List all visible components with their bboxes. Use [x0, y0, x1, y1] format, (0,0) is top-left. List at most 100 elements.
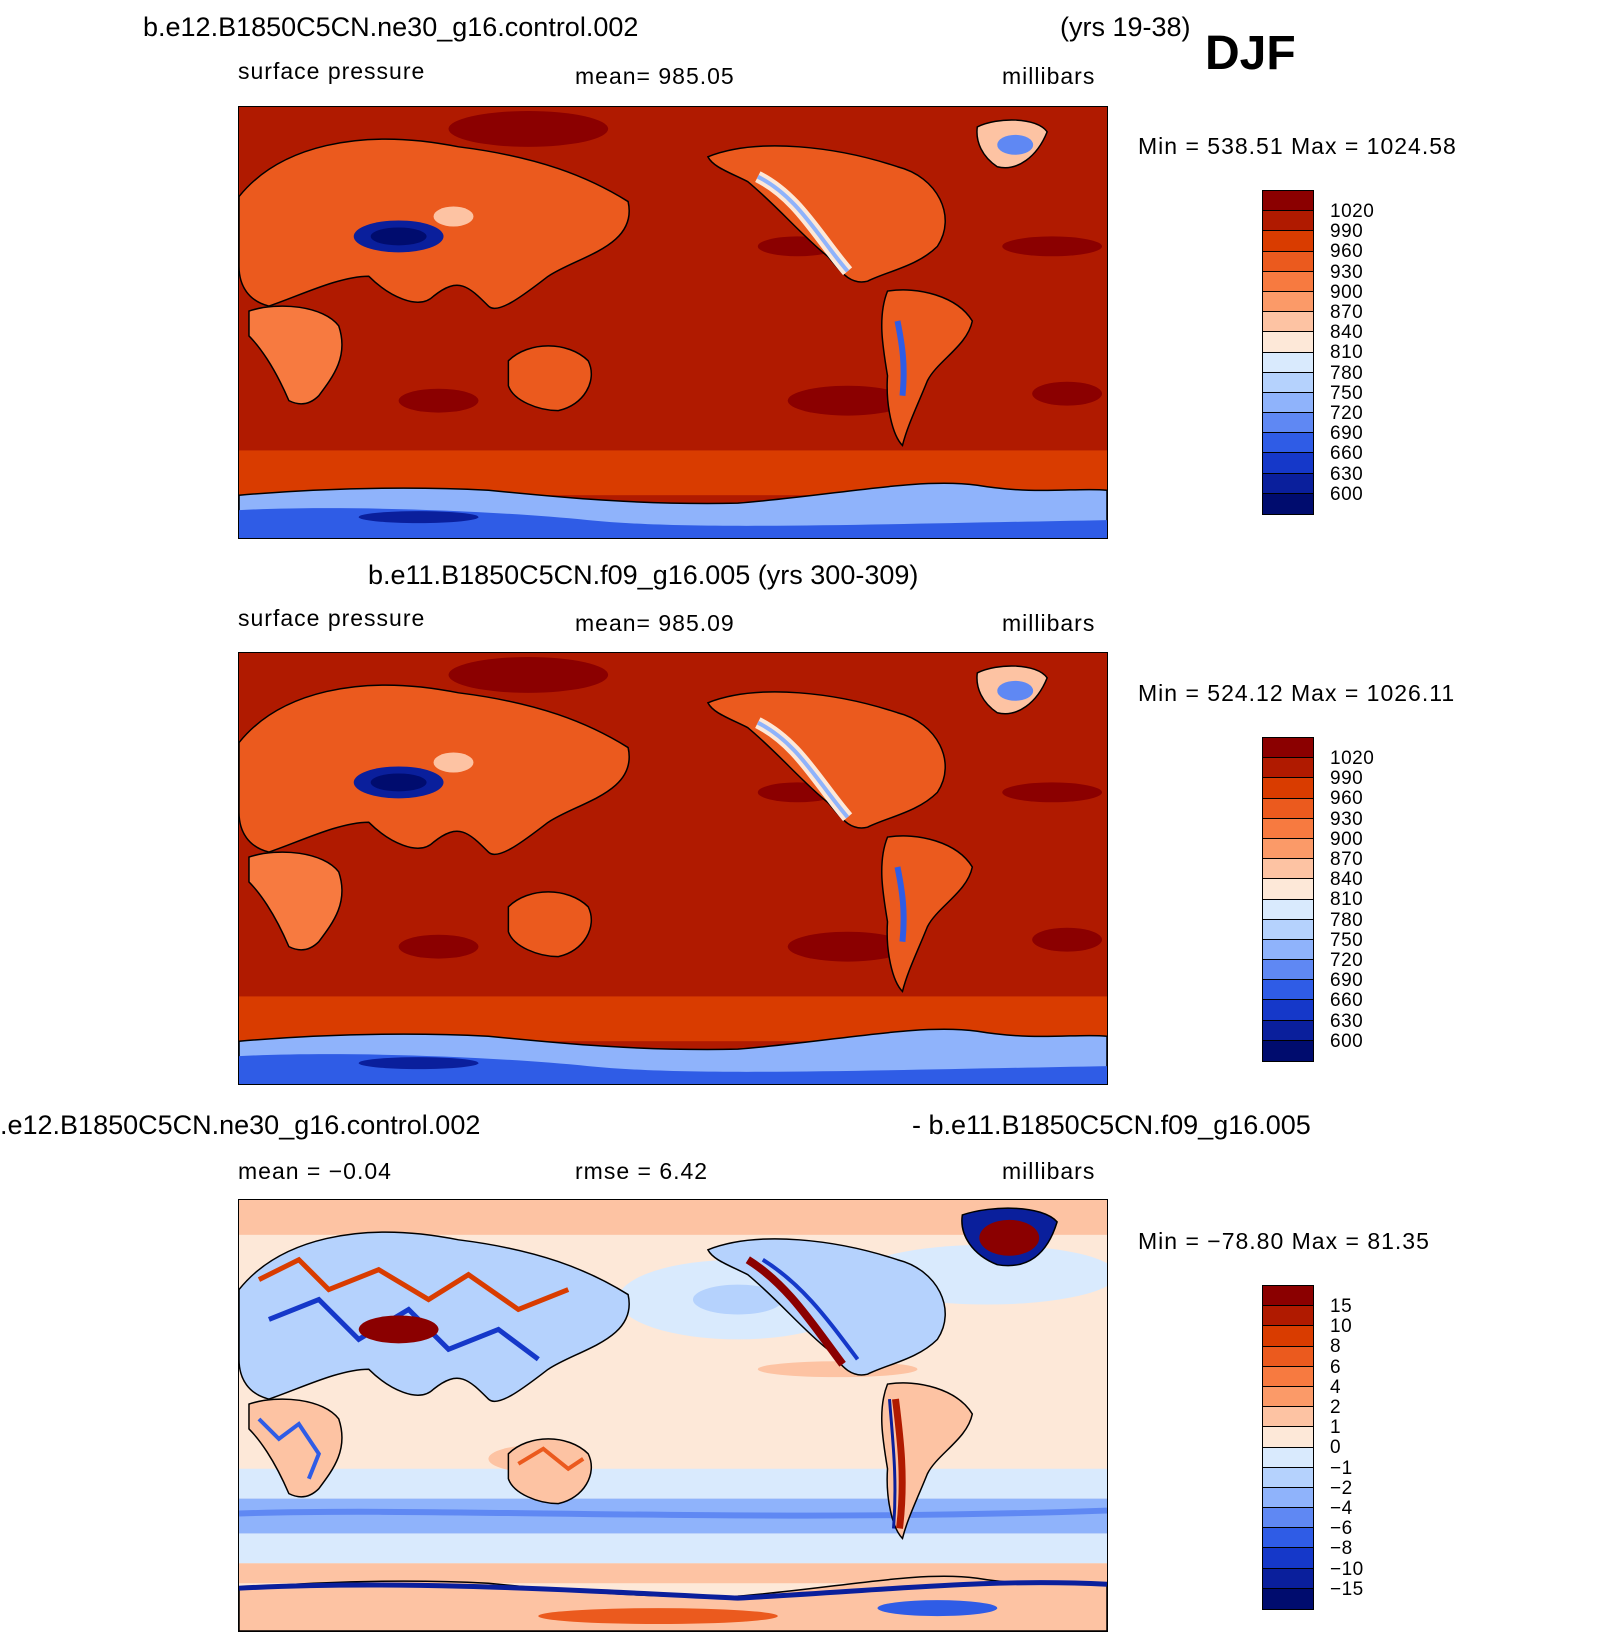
- panel2-colorbar-tick: 930: [1330, 808, 1364, 830]
- panel3-colorbar: [1262, 1285, 1314, 1610]
- colorbar-cell: [1263, 1548, 1313, 1569]
- panel1-title-suffix: (yrs 19-38): [1060, 12, 1191, 42]
- panel2-colorbar-tick: 600: [1330, 1030, 1364, 1052]
- panel3-colorbar-tick: 8: [1330, 1336, 1342, 1358]
- panel1-mean-label: mean= 985.05: [575, 63, 735, 89]
- panel1-variable-label: surface pressure: [238, 58, 426, 84]
- panel3-map-graphic: [239, 1200, 1107, 1631]
- panel2-colorbar-tick: 1020: [1330, 748, 1375, 769]
- colorbar-cell: [1263, 919, 1313, 940]
- colorbar-cell: [1263, 859, 1313, 880]
- panel2-units-label: millibars: [1002, 610, 1096, 636]
- panel2-title: b.e11.B1850C5CN.f09_g16.005 (yrs 300-309…: [368, 560, 919, 590]
- panel1-colorbar-tick: 720: [1330, 403, 1364, 424]
- panel2-colorbar-tick: 990: [1330, 768, 1364, 790]
- colorbar-cell: [1263, 312, 1313, 333]
- colorbar-cell: [1263, 291, 1313, 313]
- panel2-colorbar-tick: 810: [1330, 889, 1364, 911]
- panel2-colorbar-tick: 900: [1330, 828, 1364, 850]
- colorbar-cell: [1263, 433, 1313, 454]
- panel2-colorbar-tick: 750: [1330, 929, 1364, 951]
- colorbar-cell: [1263, 493, 1313, 514]
- panel1-colorbar-tick: 810: [1330, 342, 1364, 364]
- panel2-variable-label: surface pressure: [238, 605, 426, 631]
- colorbar-cell: [1263, 1447, 1313, 1468]
- panel1-colorbar-tick: 900: [1330, 281, 1364, 303]
- colorbar-cell: [1263, 980, 1313, 1001]
- colorbar-cell: [1263, 738, 1313, 759]
- colorbar-cell: [1263, 1568, 1313, 1589]
- panel1-units-label: millibars: [1002, 63, 1096, 89]
- panel2-colorbar-tick: 960: [1330, 788, 1364, 810]
- panel3-colorbar-tick: 6: [1330, 1356, 1342, 1378]
- colorbar-cell: [1263, 1427, 1313, 1448]
- colorbar-cell: [1263, 1487, 1313, 1509]
- panel1-colorbar-tick: 960: [1330, 241, 1364, 263]
- panel1-minmax: Min = 538.51 Max = 1024.58: [1138, 133, 1457, 159]
- panel3-rmse-label: rmse = 6.42: [575, 1158, 709, 1184]
- panel3-colorbar-tick: −1: [1330, 1457, 1353, 1479]
- colorbar-cell: [1263, 473, 1313, 494]
- panel1-colorbar-tick: 840: [1330, 322, 1364, 344]
- colorbar-cell: [1263, 1346, 1313, 1367]
- panel2-colorbar-tick: 720: [1330, 950, 1364, 971]
- panel1-colorbar-tick: 750: [1330, 382, 1364, 404]
- colorbar-cell: [1263, 939, 1313, 961]
- colorbar-cell: [1263, 899, 1313, 920]
- panel1-colorbar-tick: 780: [1330, 362, 1364, 384]
- colorbar-cell: [1263, 231, 1313, 252]
- panel3-colorbar-tick: 1: [1330, 1417, 1342, 1439]
- colorbar-cell: [1263, 1508, 1313, 1529]
- panel2-map-graphic: [239, 653, 1107, 1084]
- colorbar-cell: [1263, 1588, 1313, 1609]
- panel3-title-right: - b.e11.B1850C5CN.f09_g16.005: [912, 1110, 1311, 1140]
- colorbar-cell: [1263, 1000, 1313, 1021]
- colorbar-cell: [1263, 960, 1313, 981]
- panel3-colorbar-tick: 0: [1330, 1437, 1342, 1459]
- panel1-map: [238, 106, 1108, 539]
- panel3-minmax: Min = −78.80 Max = 81.35: [1138, 1228, 1430, 1254]
- panel3-colorbar-tick: 4: [1330, 1376, 1342, 1398]
- panel3-colorbar-tick: −15: [1330, 1578, 1364, 1600]
- panel3-colorbar-tick: −4: [1330, 1498, 1353, 1519]
- panel1-colorbar-tick: 930: [1330, 261, 1364, 283]
- panel2-colorbar-tick: 870: [1330, 849, 1364, 870]
- panel3-units-label: millibars: [1002, 1158, 1096, 1184]
- panel2-colorbar-tick: 660: [1330, 990, 1364, 1012]
- panel1-colorbar-tick: 990: [1330, 221, 1364, 243]
- colorbar-cell: [1263, 352, 1313, 373]
- colorbar-cell: [1263, 1528, 1313, 1549]
- panel1-colorbar-tick: 1020: [1330, 201, 1375, 222]
- colorbar-cell: [1263, 838, 1313, 860]
- panel1-title: b.e12.B1850C5CN.ne30_g16.control.002: [143, 12, 639, 42]
- panel3-colorbar-tick: 10: [1330, 1316, 1353, 1338]
- colorbar-cell: [1263, 1306, 1313, 1327]
- colorbar-cell: [1263, 798, 1313, 819]
- panel1-colorbar: [1262, 190, 1314, 515]
- colorbar-cell: [1263, 372, 1313, 393]
- panel3-colorbar-tick: −10: [1330, 1558, 1364, 1580]
- colorbar-cell: [1263, 879, 1313, 900]
- panel3-colorbar-tick: −8: [1330, 1538, 1353, 1560]
- panel2-colorbar-tick: 690: [1330, 970, 1364, 992]
- colorbar-cell: [1263, 332, 1313, 353]
- panel1-colorbar-tick: 630: [1330, 463, 1364, 485]
- colorbar-cell: [1263, 392, 1313, 414]
- colorbar-cell: [1263, 1407, 1313, 1428]
- panel1-colorbar-tick: 660: [1330, 443, 1364, 465]
- colorbar-cell: [1263, 251, 1313, 272]
- panel3-mean-label: mean = −0.04: [238, 1158, 392, 1184]
- panel2-map: [238, 652, 1108, 1085]
- colorbar-cell: [1263, 453, 1313, 474]
- panel2-colorbar: [1262, 737, 1314, 1062]
- season-label: DJF: [1205, 27, 1296, 80]
- panel2-colorbar-tick: 630: [1330, 1010, 1364, 1032]
- panel1-map-graphic: [239, 107, 1107, 538]
- colorbar-cell: [1263, 211, 1313, 232]
- colorbar-cell: [1263, 271, 1313, 292]
- panel3-colorbar-tick: −6: [1330, 1518, 1353, 1540]
- panel1-colorbar-tick: 870: [1330, 302, 1364, 323]
- colorbar-cell: [1263, 1467, 1313, 1488]
- panel2-colorbar-tick: 780: [1330, 909, 1364, 931]
- panel3-colorbar-tick: −2: [1330, 1477, 1353, 1499]
